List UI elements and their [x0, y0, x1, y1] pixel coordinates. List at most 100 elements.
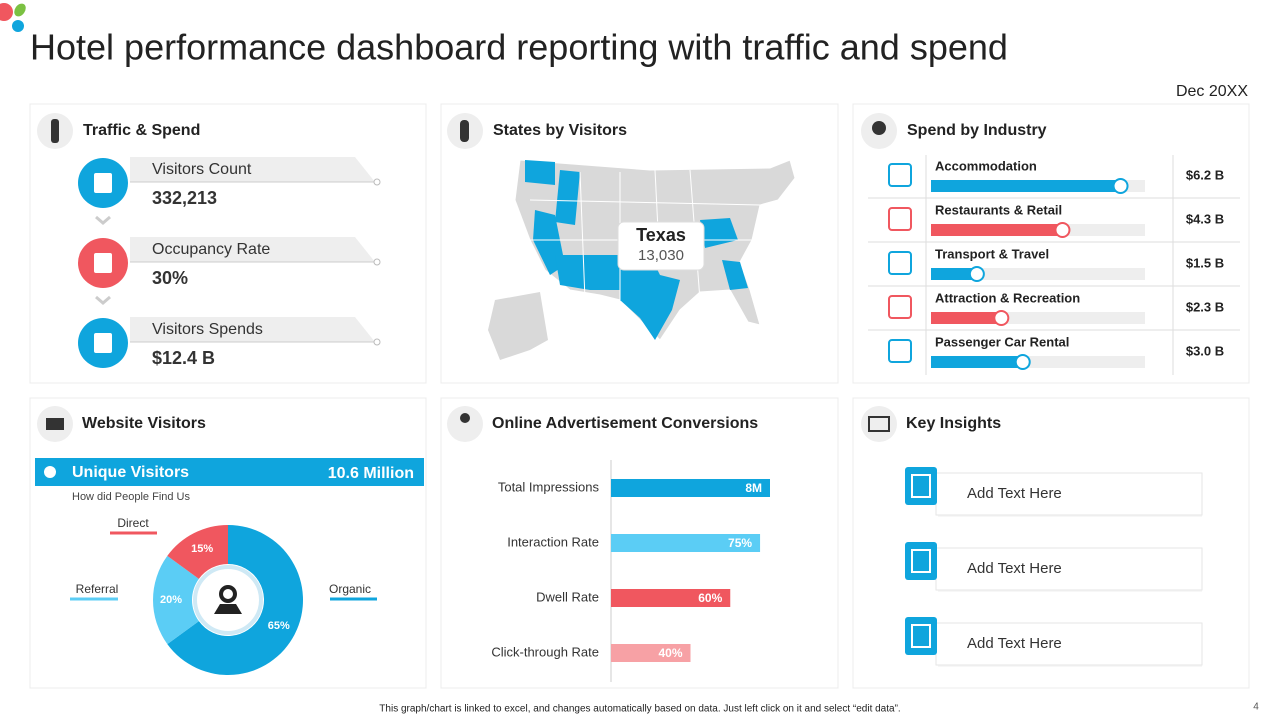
- band-dot: [373, 258, 381, 266]
- bar-category: Dwell Rate: [536, 589, 599, 604]
- bar: [931, 268, 977, 280]
- bar: [931, 356, 1023, 368]
- metric-glyph: [94, 333, 112, 353]
- chevron: [95, 215, 111, 225]
- metric-label: Occupancy Rate: [152, 241, 270, 258]
- insight-box: [935, 472, 1203, 516]
- industry-value: $6.2 B: [1186, 167, 1224, 182]
- industry-icon: [888, 207, 912, 231]
- subtitle: How did People Find Us: [72, 491, 191, 503]
- banner-label: Unique Visitors: [72, 464, 189, 481]
- bar: [611, 534, 761, 552]
- insight-text: Add Text Here: [967, 485, 1062, 502]
- banner-icon: [44, 466, 56, 478]
- bar-value: 40%: [658, 646, 682, 660]
- industry-icon: [888, 339, 912, 363]
- label-band: [130, 157, 375, 182]
- metric-label: Visitors Spends: [152, 321, 263, 338]
- industry-icon: [888, 295, 912, 319]
- panel-title: Online Advertisement Conversions: [492, 415, 758, 432]
- insight-icon: [905, 617, 937, 655]
- bar-track: [931, 268, 1145, 280]
- panel-title: States by Visitors: [493, 122, 627, 139]
- bar-knob: [1112, 178, 1129, 194]
- logo-dot: [0, 3, 13, 21]
- donut-slice: [167, 525, 228, 579]
- banner-value: 10.6 Million: [328, 465, 414, 482]
- footer-note: This graph/chart is linked to excel, and…: [379, 704, 900, 715]
- insight-icon: [905, 467, 937, 505]
- banner: [35, 458, 424, 486]
- metric-glyph: [94, 173, 112, 193]
- logo-dot: [12, 20, 24, 32]
- callout-state: Texas: [636, 225, 686, 245]
- bar-category: Total Impressions: [498, 479, 600, 494]
- slice-label: 15%: [191, 543, 213, 555]
- bar-value: 8M: [745, 481, 762, 495]
- industry-value: $3.0 B: [1186, 343, 1224, 358]
- logo-leaf: [14, 3, 26, 17]
- date: Dec 20XX: [1176, 83, 1248, 100]
- label-band: [130, 237, 375, 262]
- bar-knob: [1014, 354, 1031, 370]
- industry-label: Transport & Travel: [935, 246, 1049, 261]
- bar: [931, 180, 1121, 192]
- bar: [611, 644, 691, 662]
- insight-glyph: [911, 549, 931, 573]
- industry-label: Accommodation: [935, 158, 1037, 173]
- panel-title: Spend by Industry: [907, 122, 1047, 139]
- metric-value: 30%: [152, 268, 188, 288]
- metric-glyph: [94, 253, 112, 273]
- bar-knob: [1054, 222, 1071, 238]
- slice-label: 20%: [160, 594, 182, 606]
- band-dot: [373, 178, 381, 186]
- bar-knob: [968, 266, 985, 282]
- slice-label: 65%: [268, 620, 290, 632]
- insight-glyph: [911, 474, 931, 498]
- bar-value: 60%: [698, 591, 722, 605]
- callout: [617, 221, 705, 271]
- bar-category: Interaction Rate: [507, 534, 599, 549]
- panel-title: Key Insights: [906, 415, 1001, 432]
- bar-value: 75%: [728, 536, 752, 550]
- insight-text: Add Text Here: [967, 560, 1062, 577]
- pin: [219, 585, 237, 603]
- insight-text: Add Text Here: [967, 635, 1062, 652]
- industry-label: Restaurants & Retail: [935, 202, 1062, 217]
- header-glyphs: [46, 119, 890, 432]
- panel-title: Website Visitors: [82, 415, 206, 432]
- industry-value: $4.3 B: [1186, 211, 1224, 226]
- label-band: [130, 317, 375, 342]
- bar: [611, 479, 770, 497]
- industry-value: $2.3 B: [1186, 299, 1224, 314]
- chevron: [95, 295, 111, 305]
- legend-label: Referral: [76, 582, 119, 596]
- bar: [931, 312, 1002, 324]
- industry-label: Attraction & Recreation: [935, 290, 1080, 305]
- legend-label: Direct: [117, 516, 149, 530]
- panel-title: Traffic & Spend: [83, 122, 200, 139]
- bar: [611, 589, 731, 607]
- insight-box: [935, 547, 1203, 591]
- metric-value: $12.4 B: [152, 348, 215, 368]
- page-number: 4: [1253, 702, 1259, 713]
- industry-icon: [888, 163, 912, 187]
- legend-label: Organic: [329, 582, 371, 596]
- metric-value: 332,213: [152, 188, 217, 208]
- band-dot: [373, 338, 381, 346]
- callout-value: 13,030: [638, 247, 684, 264]
- metric-label: Visitors Count: [152, 161, 252, 178]
- insight-box: [935, 622, 1203, 666]
- bar: [931, 224, 1063, 236]
- bar-category: Click-through Rate: [491, 644, 599, 659]
- industry-label: Passenger Car Rental: [935, 334, 1069, 349]
- bar-knob: [993, 310, 1010, 326]
- donut-slice: [167, 525, 303, 675]
- panel: [852, 103, 1250, 384]
- insight-glyph: [911, 624, 931, 648]
- title: Hotel performance dashboard reporting wi…: [30, 27, 1008, 68]
- industry-icon: [888, 251, 912, 275]
- pin-map: [214, 604, 242, 614]
- industry-value: $1.5 B: [1186, 255, 1224, 270]
